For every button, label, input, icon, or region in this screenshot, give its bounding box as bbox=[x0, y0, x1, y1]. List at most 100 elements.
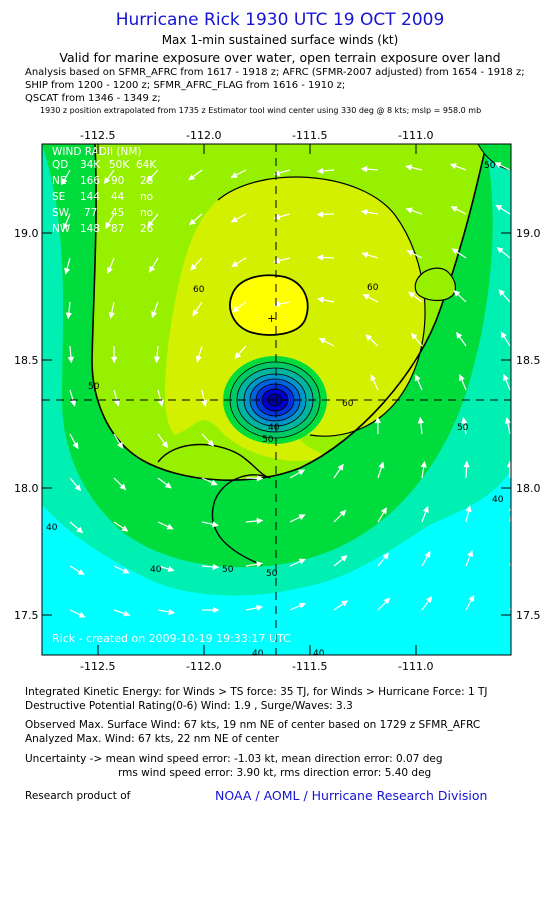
x-tick-label: -112.0 bbox=[186, 660, 221, 673]
wind-arrow-head bbox=[70, 399, 77, 407]
noaa-link[interactable]: NOAA / AOML / Hurricane Research Divisio… bbox=[215, 788, 488, 803]
wind-arrow-head bbox=[316, 296, 324, 303]
wind-field: + WIND RADII (NM) QD 34K 50K 64K NE 166 … bbox=[42, 144, 511, 659]
position-note: 1930 z position extrapolated from 1735 z… bbox=[40, 106, 482, 115]
rms-line: rms wind speed error: 3.90 kt, rms direc… bbox=[118, 767, 432, 779]
wind-arrow-head bbox=[64, 267, 71, 275]
wind-arrow-head bbox=[494, 162, 502, 168]
axis-labels: -112.5 -112.0 -111.5 -111.0 -112.5 -112.… bbox=[14, 129, 541, 673]
wind-arrow-head bbox=[408, 291, 416, 298]
wind-arrow-head bbox=[72, 442, 79, 450]
wind-arrow-head bbox=[149, 265, 156, 273]
wind-arrow-head bbox=[111, 356, 118, 364]
wind-arrow-head bbox=[77, 569, 85, 576]
wind-arrow-head bbox=[62, 222, 69, 231]
wind-arrow-head bbox=[360, 209, 368, 216]
wind-arrow-head bbox=[316, 167, 324, 175]
wind-arrow-head bbox=[374, 416, 381, 424]
wind-arrow-head bbox=[103, 177, 111, 185]
wind-arrow-head bbox=[341, 600, 349, 607]
contour-labels: 60 60 60 50 50 50 50 40 40 40 40 40 50 5… bbox=[46, 161, 504, 659]
wind-arrow-head bbox=[458, 373, 465, 382]
wind-arrow-head bbox=[190, 263, 197, 271]
wind-arrow-head bbox=[380, 507, 387, 515]
contour-label: 50 bbox=[457, 423, 469, 433]
wind-arrow-head bbox=[337, 463, 344, 471]
wind-arrow-head bbox=[113, 399, 120, 407]
contour-label: 50 bbox=[88, 382, 100, 392]
wind-radii-se-34k: 144 bbox=[80, 191, 100, 203]
y-tick-label: 19.0 bbox=[14, 227, 39, 240]
wind-arrow-head bbox=[161, 441, 169, 449]
wind-arrow-head bbox=[61, 178, 68, 186]
page-subtitle: Max 1-min sustained surface winds (kt) bbox=[161, 33, 399, 47]
wind-arrow-head bbox=[365, 334, 373, 341]
contour-label: 40 bbox=[252, 649, 264, 659]
wind-arrow-head bbox=[298, 514, 306, 521]
wind-radii-col-50k: 50K bbox=[109, 159, 130, 171]
wind-arrow-head bbox=[256, 475, 264, 482]
wind-radii-nw-64k: 26 bbox=[140, 223, 154, 235]
y-tick-label: 17.5 bbox=[516, 609, 541, 622]
wind-arrow-head bbox=[318, 337, 326, 344]
wind-arrow-head bbox=[256, 517, 264, 525]
wind-arrow-head bbox=[316, 254, 324, 261]
hurricane-eye bbox=[223, 356, 327, 444]
wind-radii-table: WIND RADII (NM) QD 34K 50K 64K NE 166 90… bbox=[52, 146, 157, 235]
x-tick-label: -111.0 bbox=[398, 660, 433, 673]
wind-arrow-head bbox=[455, 331, 463, 339]
x-tick-label: -111.0 bbox=[398, 129, 433, 142]
wind-radii-sw-qd: SW bbox=[52, 207, 70, 219]
analysis-line-3: QSCAT from 1346 - 1349 z; bbox=[25, 93, 161, 104]
y-tick-label: 19.0 bbox=[516, 227, 541, 240]
wind-arrow-head bbox=[105, 221, 112, 230]
analyzed-max-line: Analyzed Max. Wind: 67 kts, 22 nm NE of … bbox=[25, 733, 280, 745]
wind-map: + WIND RADII (NM) QD 34K 50K 64K NE 166 … bbox=[14, 129, 541, 673]
wind-arrow-head bbox=[298, 558, 306, 565]
wind-arrow-head bbox=[188, 174, 196, 181]
wind-arrow-head bbox=[188, 218, 196, 226]
wind-arrow-head bbox=[147, 220, 154, 228]
y-tick-label: 17.5 bbox=[14, 609, 39, 622]
wind-radii-nw-34k: 148 bbox=[80, 223, 100, 235]
wind-arrow-head bbox=[231, 305, 240, 313]
wind-arrow-head bbox=[212, 563, 220, 571]
axis-ticks bbox=[42, 144, 511, 655]
contour-label: 40 bbox=[492, 495, 504, 505]
contour-70kt bbox=[229, 274, 309, 336]
wind-arrow-head bbox=[316, 211, 324, 218]
dpr-line: Destructive Potential Rating(0-6) Wind: … bbox=[25, 700, 353, 712]
wind-arrow-head bbox=[231, 260, 239, 268]
y-tick-label: 18.0 bbox=[14, 482, 39, 495]
wind-arrow-head bbox=[504, 416, 511, 424]
wind-arrow-head bbox=[383, 597, 391, 605]
wind-arrow-head bbox=[123, 610, 131, 617]
wind-arrow-head bbox=[340, 555, 348, 562]
map-frame bbox=[41, 143, 512, 656]
wind-arrow-head bbox=[256, 604, 264, 611]
wind-arrow-head bbox=[107, 266, 113, 275]
wind-radii-ne-64k: 28 bbox=[140, 175, 153, 187]
wind-arrow-head bbox=[422, 505, 429, 513]
wind-arrow-head bbox=[360, 166, 368, 173]
wind-arrow-head bbox=[339, 509, 347, 517]
wind-radii-se-64k: no bbox=[140, 191, 153, 203]
wind-arrow-head bbox=[410, 332, 418, 340]
wind-radii-col-34k: 34K bbox=[80, 159, 101, 171]
wind-arrow-head bbox=[414, 374, 421, 382]
wind-arrow-head bbox=[65, 312, 72, 320]
contour-label: 50 bbox=[222, 565, 234, 575]
wind-arrow-head bbox=[119, 483, 127, 491]
wind-radii-se-qd: SE bbox=[52, 191, 65, 203]
wind-arrow-head bbox=[76, 526, 84, 534]
wind-arrow-head bbox=[151, 311, 158, 319]
wind-arrow-head bbox=[361, 251, 369, 258]
wind-arrow-head bbox=[450, 206, 458, 212]
wind-arrow-head bbox=[406, 250, 414, 256]
wind-arrow-head bbox=[212, 521, 220, 528]
island-outline bbox=[414, 267, 457, 302]
wind-core-max bbox=[230, 275, 308, 335]
contour-label: 40 bbox=[150, 565, 162, 575]
wind-arrow-head bbox=[424, 550, 431, 559]
wind-arrow-head bbox=[453, 290, 461, 297]
